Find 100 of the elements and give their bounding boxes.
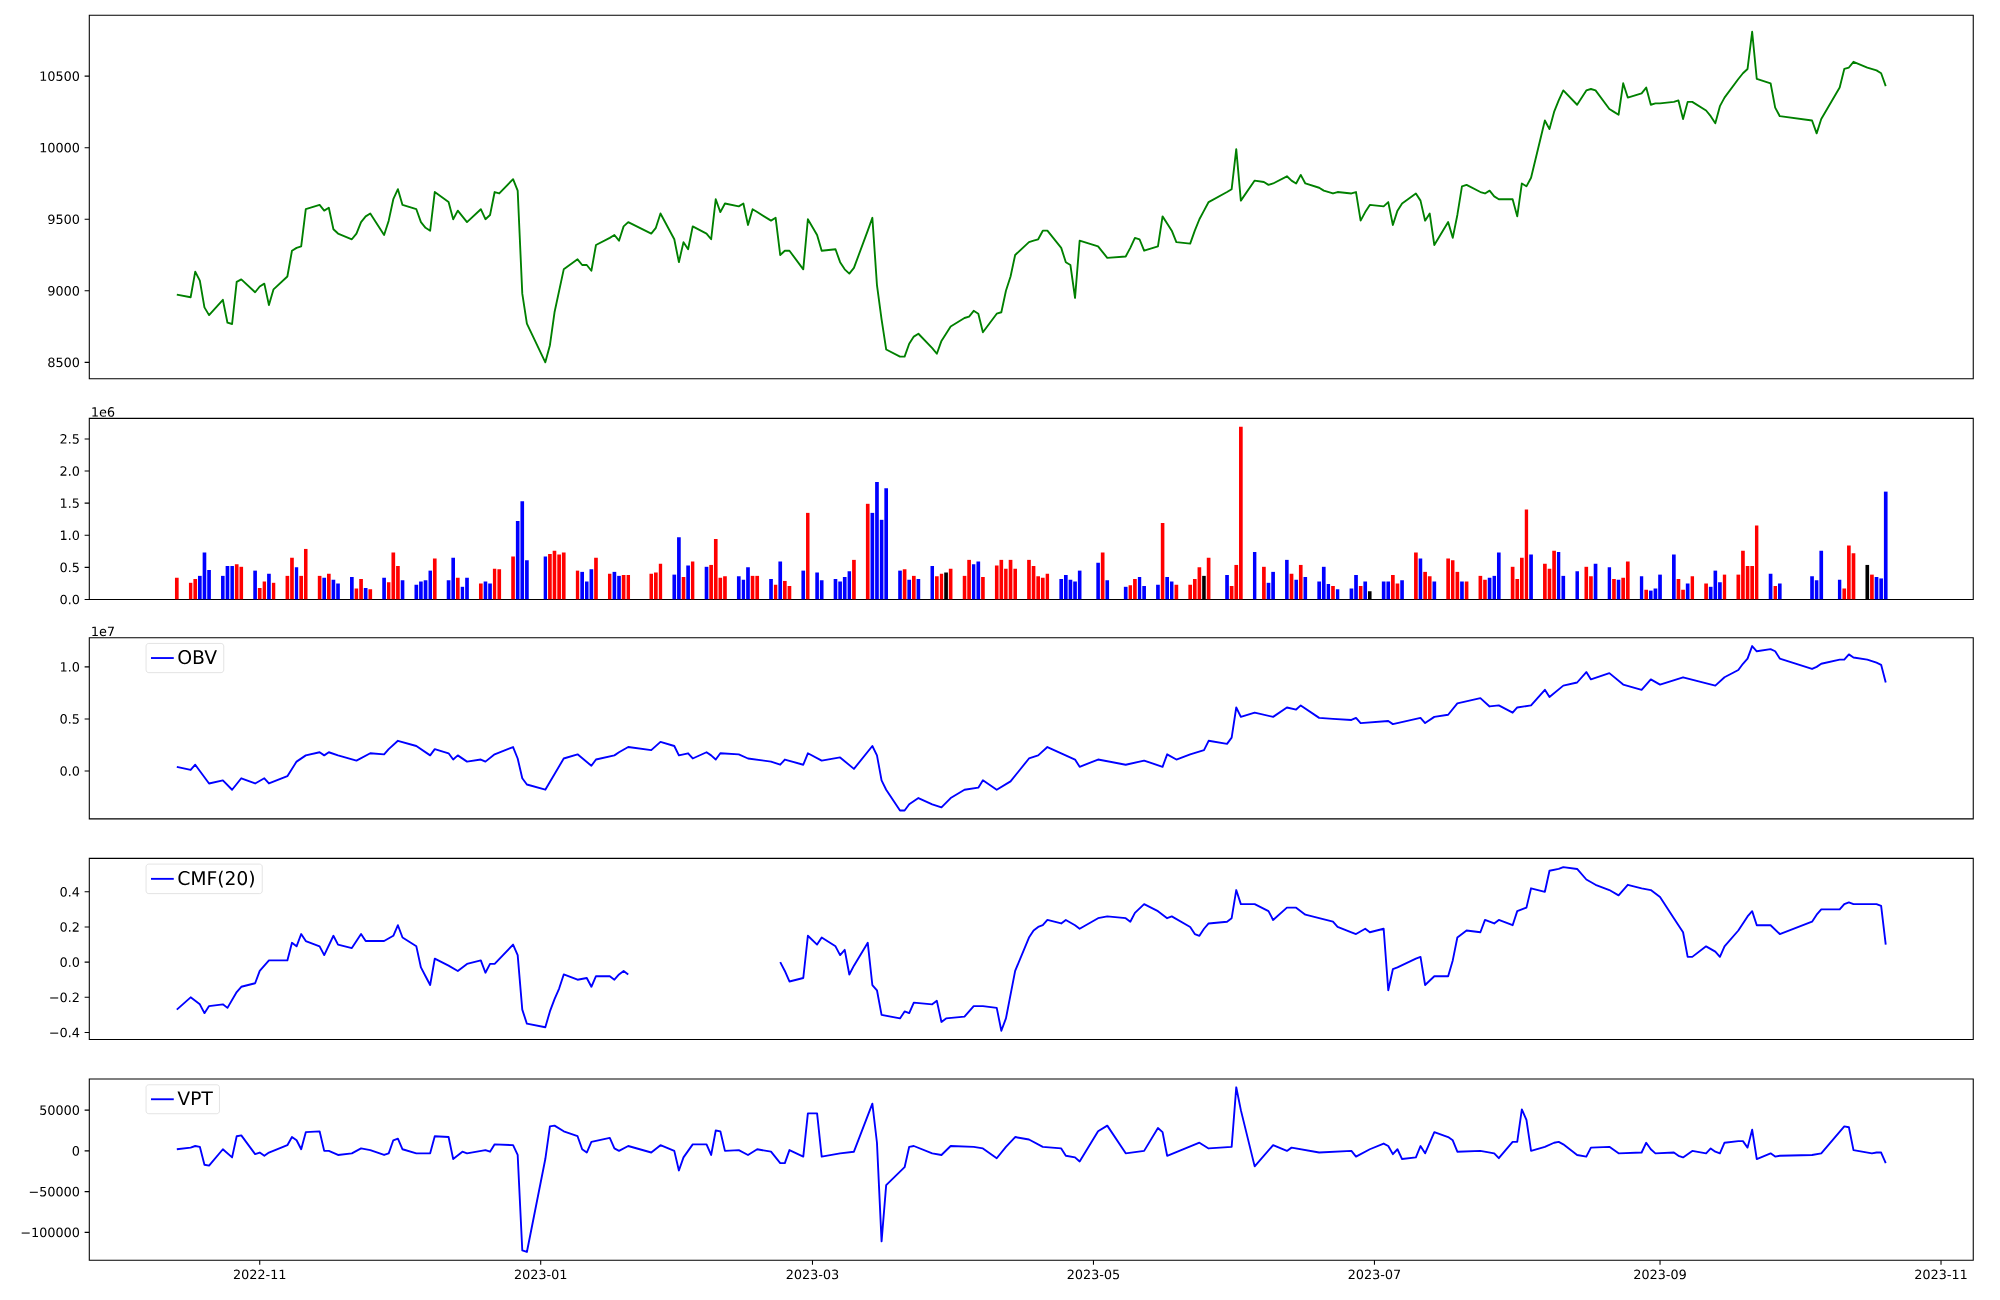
x-tick-label: 2023-01	[514, 1269, 567, 1280]
bar	[1658, 574, 1662, 600]
bar	[1460, 581, 1464, 600]
bar	[322, 577, 327, 600]
bar	[594, 557, 598, 600]
bar	[1685, 583, 1690, 600]
bar	[1612, 579, 1616, 600]
bar	[1386, 581, 1391, 600]
y-tick-label: 1.0	[60, 530, 80, 541]
x-tick-label: 2023-07	[1348, 1269, 1401, 1280]
y-tick-label: 0.0	[60, 957, 80, 968]
bar	[1446, 558, 1450, 600]
bar	[455, 577, 460, 600]
bar	[1391, 575, 1395, 600]
line-series	[175, 1086, 1887, 1254]
bar	[1427, 576, 1432, 600]
bar	[1298, 564, 1303, 600]
bar	[1529, 554, 1533, 600]
bar	[1156, 584, 1160, 600]
x-tick-label: 2023-11	[1915, 1269, 1967, 1280]
text: 1e7	[92, 626, 114, 637]
bar	[1165, 577, 1169, 600]
y-tick-label: 2.5	[60, 434, 79, 444]
bar	[1552, 550, 1556, 600]
y-tick-label: 0.0	[60, 594, 80, 605]
bar	[520, 501, 525, 600]
bar	[391, 552, 396, 600]
bar	[999, 559, 1004, 600]
bar	[723, 576, 727, 600]
bar	[769, 579, 773, 600]
bar	[234, 564, 239, 600]
bar	[1262, 566, 1266, 600]
bar	[755, 575, 760, 600]
y-tick-label: 2.0	[60, 466, 80, 476]
bar	[1672, 554, 1676, 600]
legend-label: VPT	[177, 1091, 213, 1106]
bar	[1363, 581, 1368, 600]
bar	[1704, 583, 1708, 600]
y-tick-label: 50000	[40, 1105, 80, 1116]
legend-label: CMF(20)	[178, 870, 254, 888]
bar	[326, 573, 331, 600]
bar	[1040, 577, 1045, 600]
y-tick-label: 9500	[48, 214, 80, 225]
bar	[617, 575, 621, 600]
bar	[967, 559, 971, 600]
bar	[1354, 575, 1358, 600]
y-tick-label: 0.5	[60, 714, 79, 724]
x-tick-label: 2023-09	[1634, 1269, 1686, 1280]
y-tick-label: 0.0	[60, 766, 80, 776]
bar	[713, 539, 718, 600]
bar	[1027, 559, 1031, 600]
legend-label: OBV	[178, 650, 217, 665]
y-tick-label: 1.0	[60, 662, 80, 672]
bar	[746, 567, 750, 600]
bar	[1870, 574, 1874, 600]
bar	[432, 558, 437, 600]
y-tick-label: 0	[72, 1146, 80, 1156]
bar	[350, 577, 354, 600]
bar	[935, 576, 939, 600]
bar	[1059, 579, 1064, 600]
bar	[359, 579, 363, 600]
bar	[1331, 586, 1335, 600]
bar	[267, 573, 271, 600]
bar	[174, 577, 179, 600]
bar	[511, 556, 515, 600]
bar	[1543, 563, 1547, 600]
line-series	[175, 645, 1887, 812]
bar	[1100, 552, 1105, 600]
bar	[1496, 552, 1501, 600]
y-tick-label: 0.2	[60, 922, 79, 932]
y-tick-label: −50000	[29, 1186, 80, 1197]
bar	[976, 561, 981, 600]
y-tick-label: 9000	[48, 286, 80, 296]
bar	[548, 554, 552, 600]
y-tick-label: 10000	[40, 142, 80, 153]
y-tick-label: 0.4	[60, 887, 80, 897]
bar	[363, 588, 368, 600]
y-tick-label: 8500	[48, 357, 80, 368]
bar	[488, 583, 492, 600]
bar	[1225, 575, 1229, 600]
bar	[239, 566, 244, 600]
bar	[382, 577, 386, 600]
y-tick-label: 0.5	[60, 562, 79, 573]
x-tick-label: 2022-11	[233, 1269, 286, 1280]
x-tick-label: 2023-05	[1067, 1269, 1120, 1280]
bar	[686, 565, 690, 600]
y-tick-label: −100000	[21, 1227, 80, 1238]
bar	[1883, 491, 1888, 600]
bar	[1414, 552, 1418, 600]
bar	[778, 561, 783, 600]
bar	[1625, 561, 1630, 600]
bar	[1105, 580, 1110, 600]
bar	[884, 488, 889, 600]
bar	[1271, 571, 1275, 600]
bar	[801, 570, 806, 600]
bar	[414, 584, 419, 600]
bar	[875, 482, 879, 600]
bar	[561, 552, 566, 600]
x-tick-label: 2023-03	[786, 1269, 839, 1280]
bar	[911, 575, 916, 600]
